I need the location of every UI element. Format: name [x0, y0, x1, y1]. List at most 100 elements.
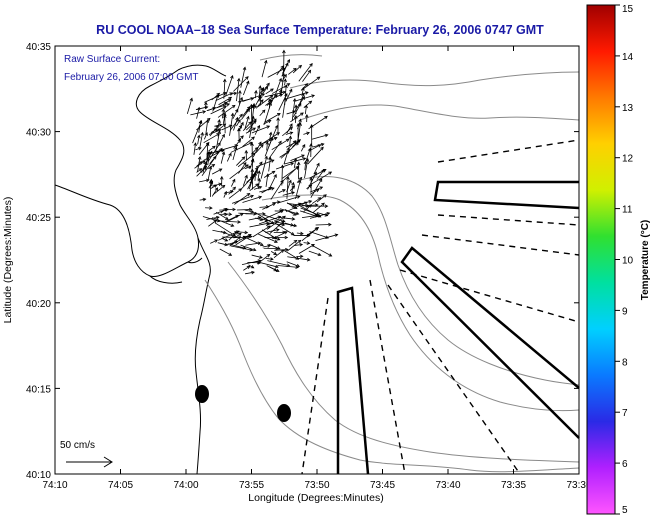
current-vector-head	[206, 151, 210, 156]
current-vector	[211, 217, 234, 227]
current-vector	[233, 76, 249, 92]
current-vector	[286, 261, 300, 267]
current-vector-head	[223, 207, 228, 212]
current-vector-head	[321, 168, 325, 173]
current-vector-head	[238, 90, 242, 94]
current-vector	[194, 160, 206, 169]
current-vector	[239, 90, 241, 105]
current-vector	[226, 190, 234, 194]
current-vector	[195, 106, 208, 110]
current-vector	[263, 120, 271, 125]
current-vector-head	[239, 113, 243, 118]
current-vector	[223, 79, 226, 99]
current-vector	[235, 235, 251, 246]
current-vector	[288, 240, 297, 247]
current-vector-head	[230, 190, 234, 194]
current-vector	[312, 245, 332, 257]
current-vector	[208, 220, 217, 227]
current-vector	[281, 63, 289, 77]
y-tick-label: 40:30	[26, 128, 51, 139]
current-vector-head	[264, 218, 269, 222]
current-vector-head	[284, 84, 288, 89]
current-vector-head	[298, 64, 302, 69]
current-vector	[282, 127, 293, 137]
current-vector	[246, 105, 257, 111]
current-vector	[302, 204, 312, 213]
current-vector	[262, 245, 271, 248]
current-vector-head	[228, 212, 233, 216]
current-vector	[230, 141, 253, 153]
current-vector-head	[241, 156, 246, 160]
current-vector-head	[267, 244, 271, 248]
current-vector-head	[307, 69, 312, 74]
current-vector-head	[259, 161, 263, 166]
current-vector	[312, 143, 324, 148]
current-vector-head	[236, 77, 241, 82]
current-vector-head	[317, 252, 322, 257]
current-vector-head	[200, 131, 204, 136]
current-vector-head	[313, 171, 317, 176]
current-vector	[203, 151, 219, 161]
current-vector-head	[292, 67, 297, 72]
colorbar-tick-label: 11	[622, 205, 633, 216]
current-vector-head	[211, 164, 216, 168]
current-vector-head	[252, 173, 257, 177]
current-vector-head	[258, 195, 263, 200]
current-vector-head	[328, 253, 333, 257]
current-vector	[308, 250, 321, 256]
current-vector-head	[320, 142, 325, 147]
y-tick-label: 40:20	[26, 299, 51, 310]
current-vector-head	[206, 117, 211, 122]
current-vector-head	[251, 270, 255, 275]
current-vector	[236, 97, 243, 113]
current-vector-head	[213, 184, 218, 188]
current-vector-head	[286, 146, 290, 151]
current-vector	[242, 175, 248, 186]
coastline	[54, 64, 227, 475]
current-vector-head	[278, 140, 282, 145]
current-vector-head	[271, 170, 276, 175]
colorbar-ticks: 15 14 13 12 11 10 9 8 7 6 5	[615, 4, 634, 516]
current-vector	[223, 191, 227, 198]
current-vector-head	[239, 96, 243, 101]
current-vector-head	[295, 165, 300, 170]
current-vector	[221, 124, 232, 131]
current-vector	[250, 147, 259, 155]
current-vector-head	[250, 194, 254, 199]
current-vector	[215, 144, 238, 153]
y-axis-ticks: 40:35 40:30 40:25 40:20 40:15 40:10	[26, 42, 579, 481]
current-vector	[238, 212, 257, 215]
current-vector-head	[304, 83, 309, 87]
current-vector	[278, 216, 295, 220]
current-vector-head	[291, 217, 296, 221]
current-vector	[217, 105, 236, 118]
current-vector-head	[256, 124, 261, 129]
colorbar-tick-label: 9	[622, 306, 628, 317]
current-vector	[192, 120, 202, 144]
current-vector	[272, 83, 290, 94]
current-vector-head	[273, 136, 278, 141]
current-vector	[298, 244, 315, 254]
current-vector-head	[291, 181, 295, 186]
current-vector-head	[222, 112, 227, 117]
current-vector-head	[234, 144, 239, 148]
current-vector	[259, 109, 266, 116]
current-vector-head	[265, 141, 270, 145]
current-vector	[195, 147, 202, 151]
current-vector-head	[257, 259, 262, 263]
current-vector-head	[253, 212, 258, 216]
current-vector	[268, 141, 282, 160]
current-vector-head	[295, 265, 300, 269]
current-vector	[288, 68, 297, 75]
current-vector-head	[223, 190, 228, 195]
current-vector	[199, 132, 204, 148]
current-vector-head	[237, 220, 241, 224]
current-vector-head	[197, 134, 201, 139]
current-vector	[257, 170, 260, 181]
current-vector-head	[247, 165, 252, 169]
current-vector-head	[301, 96, 305, 100]
current-vector	[258, 233, 278, 243]
current-vector-head	[252, 127, 257, 131]
current-vector	[219, 134, 225, 145]
current-vector	[255, 99, 264, 109]
